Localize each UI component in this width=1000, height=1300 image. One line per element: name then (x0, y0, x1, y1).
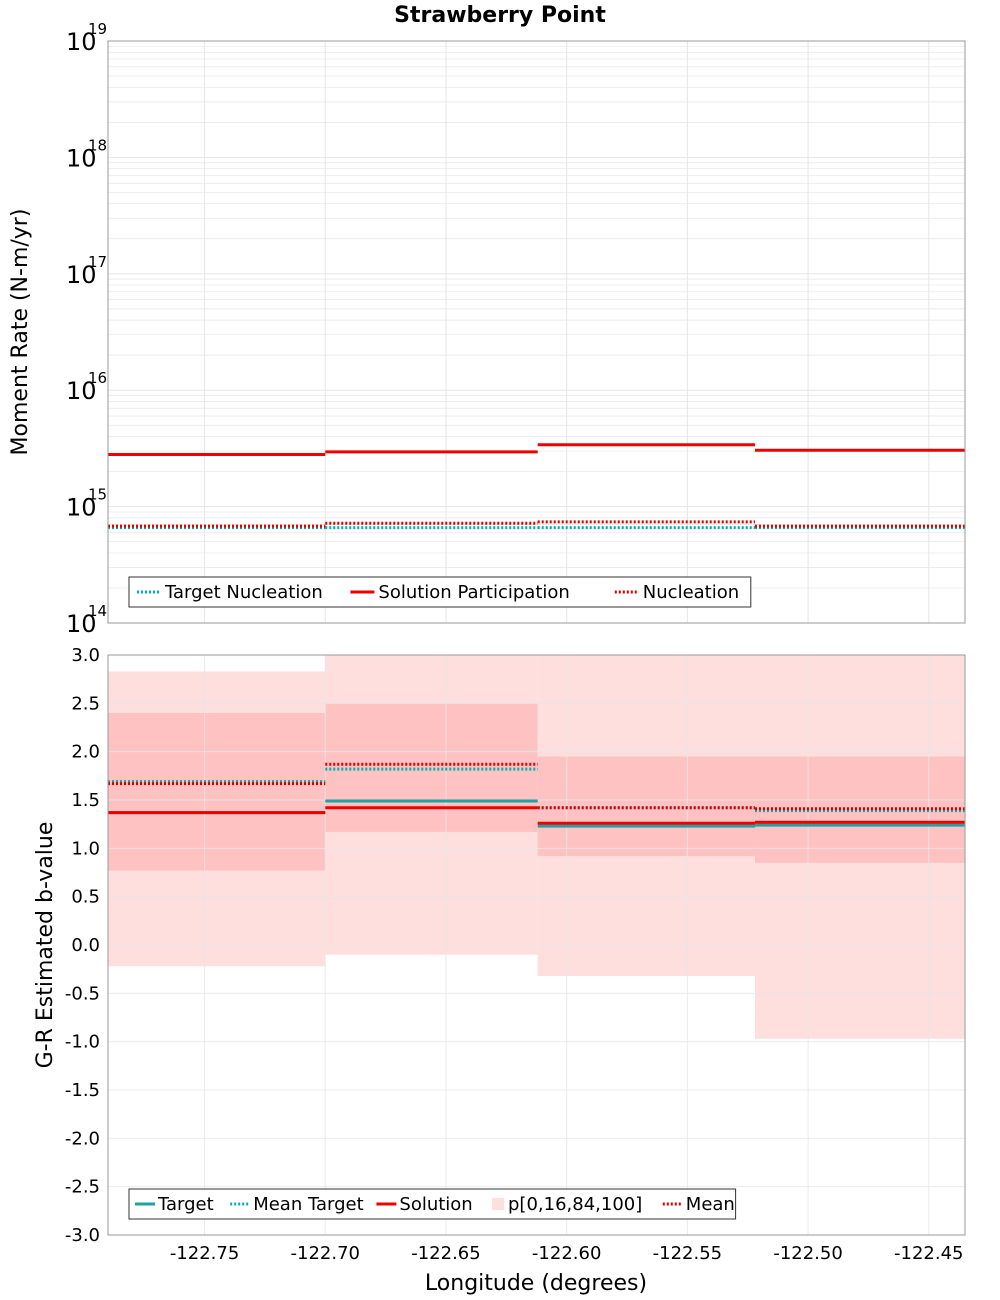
y-tick-label: 3.0 (71, 645, 100, 666)
y-tick-label: -2.5 (65, 1177, 100, 1198)
y-tick-label: -1.0 (65, 1032, 100, 1053)
b-value-series (108, 762, 965, 828)
y-tick-label: 10 (66, 28, 97, 56)
band-p16-p84 (108, 713, 326, 871)
moment-rate-series (108, 443, 965, 530)
legend-swatch (492, 1198, 504, 1210)
y-tick-label: 10 (66, 610, 97, 638)
b-value-legend: Target Mean Target Solution p[0,16,84,100] M… (128, 1188, 737, 1220)
y-tick-exponent: 19 (88, 20, 107, 38)
x-tick-label: -122.75 (170, 1243, 239, 1264)
b-value-y-ticks: -3.0 -2.5 -2.0 -1.5 -1.0 -0.5 0.0 0.5 1.0 1.5 2.0 2… (65, 645, 100, 1246)
x-tick-label: -122.70 (291, 1243, 360, 1264)
y-tick-label: 0.5 (71, 887, 100, 908)
y-tick-label: 10 (66, 377, 97, 405)
x-tick-label: -122.60 (532, 1243, 601, 1264)
y-tick-label: 1.0 (71, 838, 100, 859)
moment-rate-y-axis-label: Moment Rate (N-m/yr) (8, 209, 33, 456)
x-tick-label: -122.50 (773, 1243, 842, 1264)
legend-label: Target (157, 1194, 214, 1215)
y-tick-label: 10 (66, 144, 97, 172)
y-tick-label: -1.5 (65, 1080, 100, 1101)
y-tick-exponent: 14 (88, 602, 107, 620)
b-value-panel: -3.0 -2.5 -2.0 -1.5 -1.0 -0.5 0.0 0.5 1.0 1.5 2.0 2… (33, 645, 966, 1296)
y-tick-label: -0.5 (65, 983, 100, 1004)
legend-label: Mean (686, 1194, 735, 1215)
legend-label: Solution (399, 1194, 472, 1215)
y-tick-exponent: 15 (88, 486, 107, 504)
chart-title: Strawberry Point (394, 3, 606, 28)
legend-label: Mean Target (253, 1194, 363, 1215)
x-axis-label: Longitude (degrees) (425, 1271, 647, 1296)
y-tick-label: 10 (66, 261, 97, 289)
y-tick-label: -3.0 (65, 1225, 100, 1246)
legend-label: Nucleation (643, 582, 739, 603)
y-tick-label: 2.0 (71, 742, 100, 763)
y-tick-label: 0.0 (71, 935, 100, 956)
y-tick-label: 1.5 (71, 790, 100, 811)
legend-label: Target Nucleation (164, 582, 323, 603)
x-tick-label: -122.55 (653, 1243, 722, 1264)
y-tick-label: 2.5 (71, 693, 100, 714)
y-tick-exponent: 17 (88, 253, 107, 271)
y-tick-exponent: 16 (88, 369, 107, 387)
b-value-frame (107, 654, 966, 1236)
legend-label: Solution Participation (378, 582, 569, 603)
x-axis-ticks: -122.75 -122.70 -122.65 -122.60 -122.55 -122.… (170, 1243, 964, 1264)
y-tick-label: 10 (66, 494, 97, 522)
y-tick-exponent: 18 (88, 136, 107, 154)
moment-rate-plot-area (108, 41, 965, 623)
legend-box (128, 576, 752, 608)
legend-box (128, 1188, 737, 1220)
b-value-grid (108, 654, 965, 1236)
x-tick-label: -122.45 (894, 1243, 963, 1264)
moment-rate-legend: Target Nucleation Solution Participation N… (128, 576, 752, 608)
y-tick-label: -2.0 (65, 1128, 100, 1149)
b-value-percentile-bands (108, 655, 965, 1039)
b-value-y-axis-label: G-R Estimated b-value (33, 822, 58, 1069)
legend-label: p[0,16,84,100] (508, 1194, 642, 1215)
x-tick-label: -122.65 (411, 1243, 480, 1264)
moment-rate-frame (107, 40, 966, 624)
